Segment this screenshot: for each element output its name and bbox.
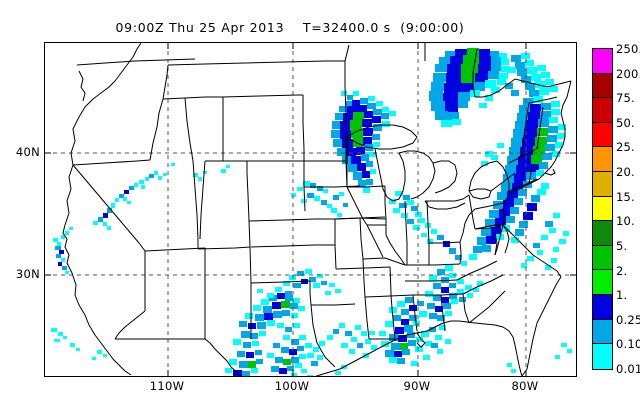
colorbar-tick-label: 50. — [616, 115, 635, 130]
colorbar-band — [593, 73, 612, 99]
colorbar-band — [593, 344, 612, 369]
y-tick-label-30n: 30N — [15, 267, 40, 281]
x-tick-label-110w: 110W — [149, 379, 185, 393]
x-tick-label-90w: 90W — [403, 379, 431, 393]
colorbar-band — [593, 295, 612, 320]
colorbar-band — [593, 270, 612, 296]
map-boundaries — [62, 43, 572, 376]
colorbar-band — [593, 122, 612, 148]
colorbar-tick-label: 75. — [616, 91, 635, 106]
colorbar-band — [593, 196, 612, 222]
lat-lon-gridlines — [45, 43, 576, 376]
precipitation-field — [51, 48, 572, 376]
x-tick-label-100w: 100W — [274, 379, 310, 393]
colorbar-tick-label: 2. — [616, 263, 628, 278]
colorbar-band — [593, 98, 612, 123]
y-tick-label-40n: 40N — [15, 145, 40, 159]
colorbar-tick-label: 20. — [616, 165, 635, 180]
colorbar-tick-label: 0.25 — [616, 312, 640, 327]
figure-title: 09:00Z Thu 25 Apr 2013 T=32400.0 s (9:00… — [115, 20, 465, 35]
colorbar-tick-label: 250. — [616, 42, 640, 56]
colorbar-tick-label: 0.01 — [616, 362, 640, 376]
colorbar-tick-label: 15. — [616, 189, 635, 204]
colorbar-band — [593, 245, 612, 271]
map-plot-area — [44, 42, 577, 377]
colorbar-band — [593, 172, 612, 197]
colorbar-band — [593, 147, 612, 173]
colorbar-tick-label: 200. — [616, 66, 640, 81]
axis-tick-marks — [45, 43, 576, 376]
colorbar-band — [593, 221, 612, 246]
colorbar-tick-label: 25. — [616, 140, 635, 155]
x-tick-label-80w: 80W — [511, 379, 539, 393]
colorbar-tick-label: 5. — [616, 238, 628, 253]
precipitation-colorbar — [592, 48, 613, 370]
colorbar-band — [593, 319, 612, 345]
colorbar-band — [593, 49, 612, 74]
colorbar-tick-label: 0.10 — [616, 337, 640, 352]
colorbar-tick-label: 10. — [616, 214, 635, 229]
map-canvas — [45, 43, 576, 376]
colorbar-tick-label: 1. — [616, 288, 628, 303]
